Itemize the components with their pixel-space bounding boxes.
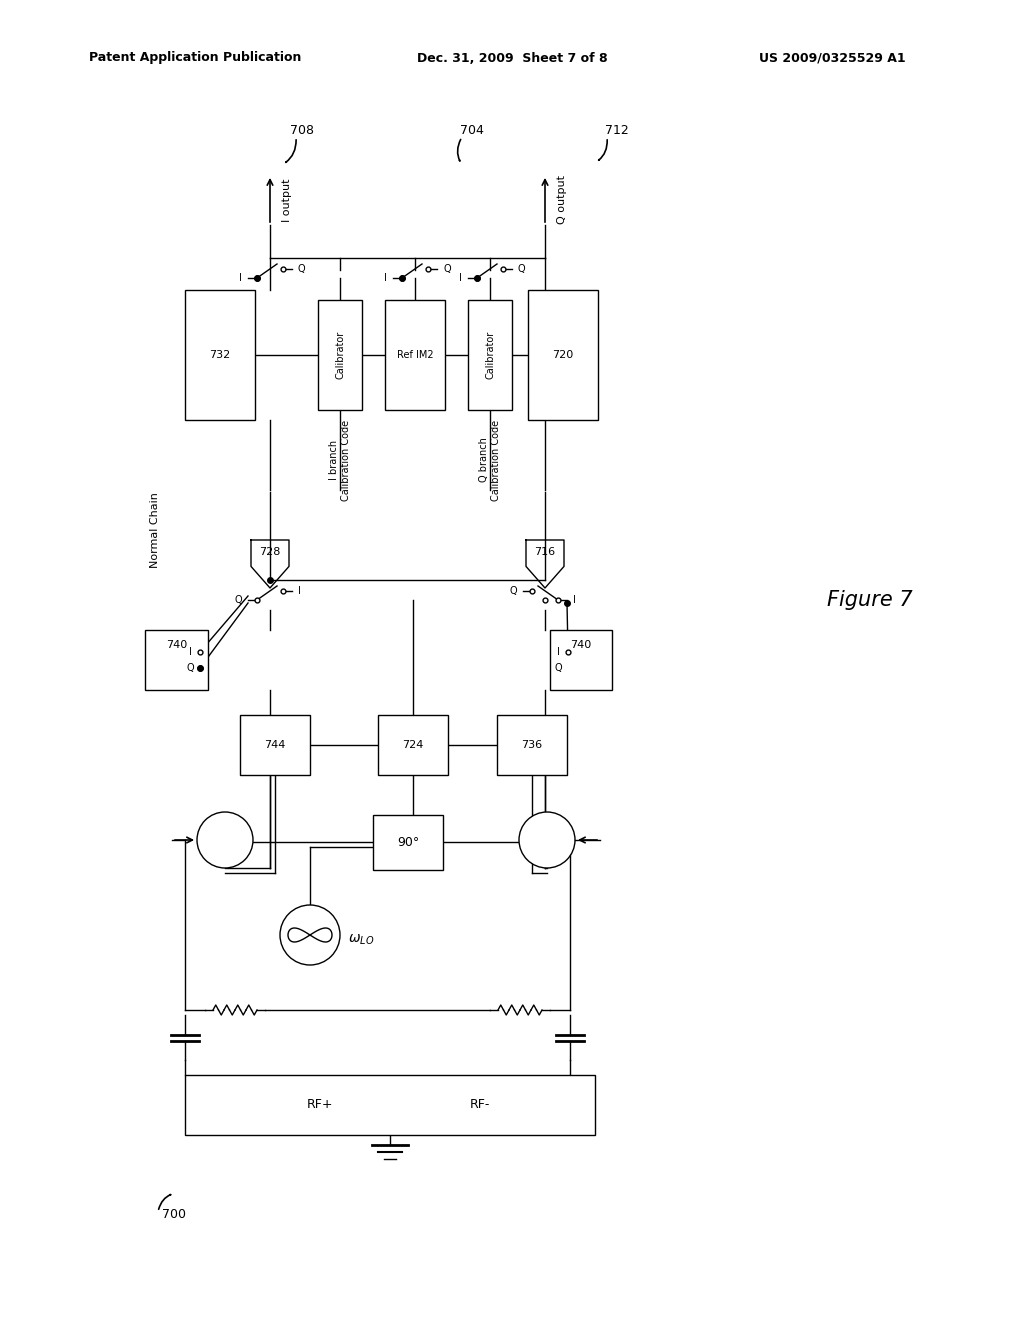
Text: 720: 720 — [552, 350, 573, 360]
Bar — [528, 290, 598, 420]
Text: 90°: 90° — [397, 836, 419, 849]
Text: Calibrator: Calibrator — [335, 331, 345, 379]
Text: 716: 716 — [535, 546, 556, 557]
Text: I: I — [459, 273, 462, 282]
Text: 740: 740 — [166, 640, 187, 649]
Bar — [378, 715, 449, 775]
Text: I branch
Calibration Code: I branch Calibration Code — [329, 420, 351, 500]
Text: I: I — [384, 273, 387, 282]
Text: 732: 732 — [209, 350, 230, 360]
Text: I: I — [298, 586, 301, 597]
Text: I: I — [557, 647, 559, 657]
Text: RF-: RF- — [470, 1098, 490, 1111]
Text: Figure 7: Figure 7 — [827, 590, 912, 610]
Text: Q: Q — [518, 264, 525, 275]
FancyArrowPatch shape — [599, 140, 607, 160]
Text: 708: 708 — [290, 124, 314, 136]
Text: 740: 740 — [570, 640, 592, 649]
Bar — [497, 715, 567, 775]
Text: US 2009/0325529 A1: US 2009/0325529 A1 — [759, 51, 905, 65]
Text: Ref IM2: Ref IM2 — [396, 350, 433, 360]
Circle shape — [197, 812, 253, 869]
Text: 736: 736 — [521, 741, 543, 750]
Bar — [550, 630, 612, 690]
Text: Q: Q — [186, 663, 194, 673]
Circle shape — [519, 812, 575, 869]
Text: I: I — [573, 595, 575, 605]
Text: 712: 712 — [605, 124, 629, 136]
Circle shape — [280, 906, 340, 965]
Bar — [185, 290, 255, 420]
Bar — [468, 300, 512, 411]
Text: 724: 724 — [402, 741, 424, 750]
Text: Q: Q — [554, 663, 562, 673]
Text: Q output: Q output — [557, 176, 567, 224]
Bar — [145, 630, 208, 690]
Bar — [185, 1074, 595, 1135]
Text: 744: 744 — [264, 741, 286, 750]
Bar — [240, 715, 310, 775]
FancyArrowPatch shape — [458, 140, 461, 161]
Text: I output: I output — [282, 178, 292, 222]
FancyArrowPatch shape — [159, 1195, 171, 1209]
Text: RF+: RF+ — [307, 1098, 333, 1111]
Text: 728: 728 — [259, 546, 281, 557]
Text: Q: Q — [443, 264, 451, 275]
Text: 704: 704 — [460, 124, 484, 136]
Text: Q branch
Calibration Code: Q branch Calibration Code — [479, 420, 501, 500]
Text: Calibrator: Calibrator — [485, 331, 495, 379]
Text: Q: Q — [509, 586, 517, 597]
Bar — [318, 300, 362, 411]
Text: I: I — [240, 273, 242, 282]
Text: Dec. 31, 2009  Sheet 7 of 8: Dec. 31, 2009 Sheet 7 of 8 — [417, 51, 607, 65]
Text: $\omega_{LO}$: $\omega_{LO}$ — [348, 933, 375, 948]
Text: I: I — [188, 647, 191, 657]
Text: Patent Application Publication: Patent Application Publication — [89, 51, 301, 65]
FancyArrowPatch shape — [286, 140, 296, 162]
Text: Normal Chain: Normal Chain — [150, 492, 160, 568]
Text: 700: 700 — [162, 1209, 186, 1221]
Bar — [373, 814, 443, 870]
Text: Q: Q — [234, 595, 242, 605]
Bar — [385, 300, 445, 411]
Text: Q: Q — [298, 264, 305, 275]
